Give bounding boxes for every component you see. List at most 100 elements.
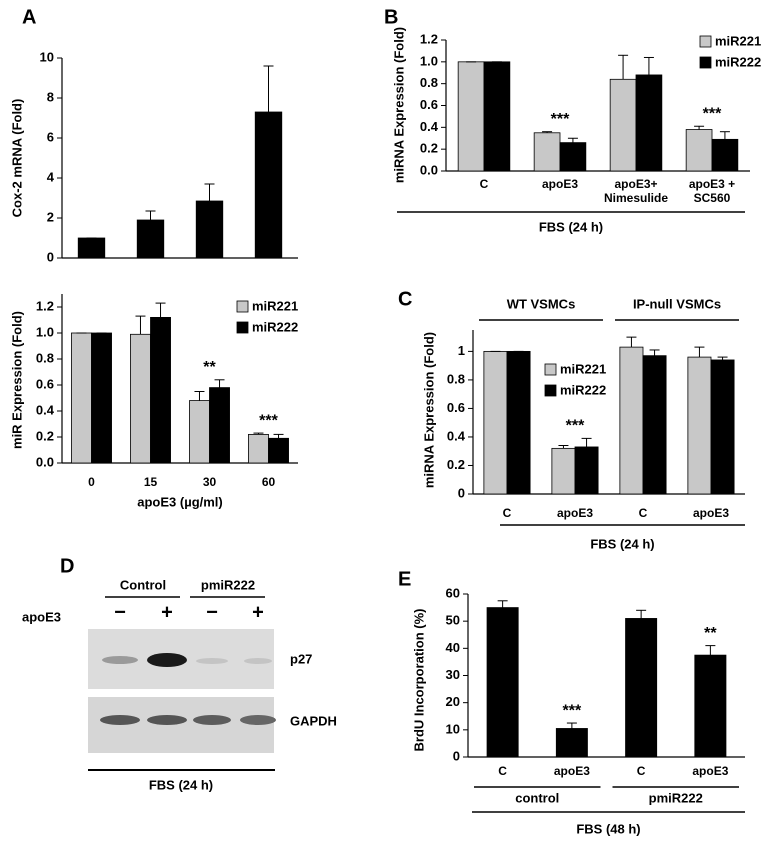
bar: [642, 355, 667, 495]
y-tick-label: 40: [446, 640, 460, 655]
legend-label: miR221: [715, 33, 761, 48]
x-tick-label-box: 30: [202, 475, 217, 489]
bar: [150, 316, 171, 464]
y-tick-label: 0.0: [36, 454, 54, 469]
significance: ***: [566, 418, 585, 435]
bar: [483, 61, 511, 172]
footer: FBS (24 h): [539, 219, 603, 234]
y-tick-label: 0.4: [36, 402, 55, 417]
y-tick-label: 0: [458, 485, 465, 500]
panel-letter: B: [384, 6, 398, 28]
x-tick-label: C: [479, 177, 489, 191]
panel-letter: A: [22, 6, 36, 28]
legend-label: miR221: [252, 298, 298, 313]
x-tick-label: C: [498, 764, 507, 778]
y-tick-label: 0.8: [447, 371, 465, 386]
x-tick-label-box: C: [636, 764, 646, 778]
x-tick-label: apoE3: [692, 764, 729, 778]
error-bar: [542, 131, 553, 133]
y-tick-label: 0.2: [36, 428, 54, 443]
bar: [609, 78, 637, 172]
y-axis-label: miR Expression (Fold): [9, 311, 24, 449]
bar: [533, 132, 561, 172]
legend-swatch: [699, 56, 712, 69]
x-tick-label-box: C: [479, 177, 489, 191]
legend-swatch: [544, 384, 557, 397]
y-tick-label: 4: [47, 169, 55, 184]
lane-label: +: [252, 601, 264, 623]
bar: [77, 237, 106, 259]
legend-label: miR222: [252, 319, 298, 334]
x-tick-label-box: 60: [262, 475, 275, 489]
band-label: GAPDH: [290, 713, 337, 728]
band-label: p27: [290, 651, 312, 666]
y-tick-label: 0: [453, 748, 460, 763]
error-bar: [643, 56, 654, 75]
bar: [555, 728, 588, 758]
bar: [635, 74, 663, 172]
error-bar: [717, 356, 728, 360]
bar: [483, 350, 508, 495]
bar: [189, 400, 210, 464]
x-tick-label-box: apoE3: [692, 506, 729, 520]
bar: [71, 332, 92, 464]
bar: [506, 350, 531, 495]
significance: **: [203, 359, 216, 376]
legend-swatch: [236, 321, 249, 334]
legend-swatch: [699, 35, 712, 48]
x-tick-label: 30: [202, 475, 217, 489]
bar: [710, 359, 735, 495]
bar: [195, 200, 224, 259]
x-tick-label-box: 0: [88, 475, 95, 489]
x-tick-label: C: [636, 764, 646, 778]
panel-letter: C: [398, 288, 412, 310]
error-bar: [694, 346, 705, 358]
significance: ***: [551, 111, 570, 128]
y-tick-label: 1.0: [420, 53, 438, 68]
legend-swatch: [236, 300, 249, 313]
error-bar: [253, 432, 264, 435]
y-axis-label: BrdU Incorporation (%): [411, 609, 426, 752]
error-bar: [649, 349, 660, 356]
group-label: control: [515, 790, 559, 805]
panel-letter: E: [398, 568, 411, 590]
y-tick-label: 6: [47, 129, 54, 144]
y-tick-label: 8: [47, 89, 54, 104]
y-tick-label: 0.6: [447, 400, 465, 415]
x-tick-label-box: apoE3: [554, 764, 590, 778]
x-tick-label: apoE3: [556, 506, 593, 520]
legend-label: miR221: [560, 361, 606, 376]
group-label: WT VSMCs: [507, 296, 576, 311]
x-tick-label: apoE3: [692, 506, 729, 520]
error-bar: [145, 210, 156, 220]
bar: [136, 219, 165, 259]
blot-band: [240, 715, 276, 725]
y-tick-label: 10: [446, 721, 460, 736]
y-tick-label: 1.2: [420, 31, 438, 46]
blot-band: [102, 656, 138, 664]
error-bar: [618, 54, 629, 80]
blot-band: [147, 653, 187, 667]
bar: [685, 129, 713, 172]
treatment-label: apoE3: [22, 609, 61, 624]
error-bar: [558, 445, 569, 449]
error-bar: [273, 433, 284, 439]
error-bar: [214, 379, 225, 388]
y-tick-label: 0: [47, 249, 54, 264]
error-bar: [155, 302, 166, 318]
y-tick-label: 0.4: [420, 119, 439, 134]
lane-label: −: [206, 601, 218, 623]
error-bar: [581, 437, 592, 447]
significance: ***: [703, 105, 722, 122]
y-tick-label: 0.6: [36, 376, 54, 391]
bar: [209, 387, 230, 464]
bar: [559, 142, 587, 172]
legend-swatch: [544, 363, 557, 376]
blot-band: [147, 715, 187, 725]
y-tick-label: 0.0: [420, 162, 438, 177]
x-tick-label-box: apoE3: [542, 177, 578, 191]
footer: FBS (24 h): [149, 777, 213, 792]
bar: [694, 654, 727, 758]
error-bar: [263, 65, 274, 112]
